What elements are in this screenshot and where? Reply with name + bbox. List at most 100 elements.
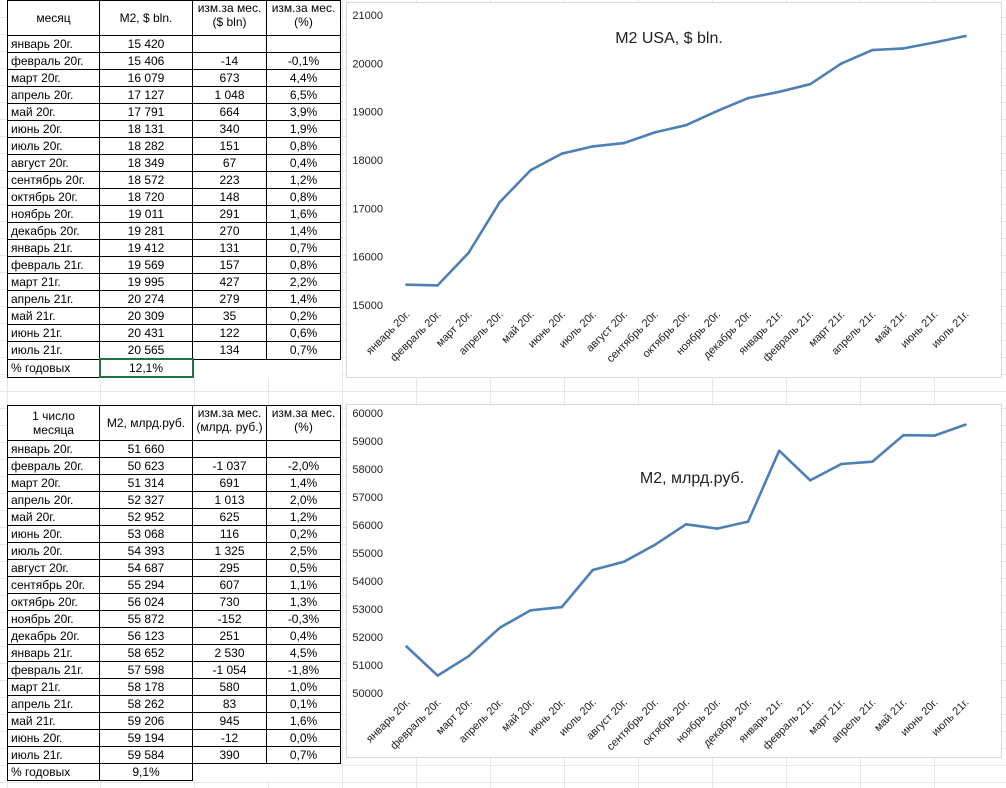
- value-cell[interactable]: 15 406: [99, 52, 193, 70]
- value-cell[interactable]: 56 024: [99, 593, 193, 611]
- month-cell[interactable]: апрель 20г.: [7, 86, 100, 104]
- value-cell[interactable]: 59 206: [99, 712, 193, 730]
- data-point[interactable]: [498, 200, 501, 204]
- data-point[interactable]: [591, 568, 595, 572]
- pct-cell[interactable]: 0,0%: [266, 729, 341, 747]
- change-cell[interactable]: 625: [192, 508, 267, 526]
- value-cell[interactable]: 52 952: [99, 508, 193, 526]
- pct-cell[interactable]: -0,3%: [266, 610, 341, 628]
- pct-cell[interactable]: 0,2%: [266, 307, 341, 325]
- month-cell[interactable]: сентябрь 20г.: [7, 171, 100, 189]
- header-change-pct[interactable]: изм.за мес. (%): [266, 405, 341, 441]
- value-cell[interactable]: 59 194: [99, 729, 193, 747]
- month-cell[interactable]: октябрь 20г.: [7, 188, 100, 206]
- header-m2-rub[interactable]: M2, млрд.руб.: [99, 405, 193, 441]
- change-cell[interactable]: 291: [192, 205, 267, 223]
- month-cell[interactable]: май 21г.: [7, 307, 100, 325]
- data-point[interactable]: [933, 434, 936, 437]
- pct-cell[interactable]: 1,6%: [266, 712, 341, 730]
- change-cell[interactable]: 134: [192, 341, 267, 360]
- pct-cell[interactable]: [266, 440, 341, 458]
- pct-cell[interactable]: 1,4%: [266, 222, 341, 240]
- value-cell[interactable]: 18 282: [99, 137, 193, 155]
- change-cell[interactable]: 279: [192, 290, 267, 308]
- month-cell[interactable]: апрель 21г.: [7, 695, 100, 713]
- data-point[interactable]: [964, 34, 967, 38]
- value-cell[interactable]: 20 431: [99, 324, 193, 342]
- pct-cell[interactable]: -1,8%: [266, 661, 341, 679]
- month-cell[interactable]: май 20г.: [7, 508, 100, 526]
- data-point[interactable]: [839, 62, 843, 65]
- month-cell[interactable]: июнь 20г.: [7, 729, 100, 747]
- value-cell[interactable]: 19 281: [99, 222, 193, 240]
- pct-cell[interactable]: 0,5%: [266, 559, 341, 577]
- change-cell[interactable]: 664: [192, 103, 267, 121]
- month-cell[interactable]: февраль 21г.: [7, 256, 100, 274]
- data-point[interactable]: [746, 96, 750, 100]
- value-cell[interactable]: 52 327: [99, 491, 193, 509]
- month-cell[interactable]: ноябрь 20г.: [7, 610, 100, 628]
- pct-cell[interactable]: 0,6%: [266, 324, 341, 342]
- month-cell[interactable]: сентябрь 20г.: [7, 576, 100, 594]
- data-point[interactable]: [653, 543, 657, 547]
- change-cell[interactable]: -12: [192, 729, 267, 747]
- series-line[interactable]: [405, 423, 966, 677]
- value-cell[interactable]: 19 569: [99, 256, 193, 274]
- data-point[interactable]: [902, 47, 905, 50]
- month-cell[interactable]: февраль 20г.: [7, 52, 100, 70]
- value-cell[interactable]: 20 274: [99, 290, 193, 308]
- month-cell[interactable]: январь 20г.: [7, 440, 100, 458]
- change-cell[interactable]: 122: [192, 324, 267, 342]
- pct-cell[interactable]: -2,0%: [266, 457, 341, 475]
- month-cell[interactable]: март 20г.: [7, 474, 100, 492]
- month-cell[interactable]: октябрь 20г.: [7, 593, 100, 611]
- data-point[interactable]: [777, 90, 781, 94]
- data-point[interactable]: [871, 460, 874, 463]
- change-cell[interactable]: 223: [192, 171, 267, 189]
- value-cell[interactable]: 19 412: [99, 239, 193, 257]
- value-cell[interactable]: 18 349: [99, 154, 193, 172]
- data-point[interactable]: [839, 462, 843, 466]
- month-cell[interactable]: февраль 21г.: [7, 661, 100, 679]
- data-point[interactable]: [529, 609, 533, 612]
- value-cell[interactable]: 54 393: [99, 542, 193, 560]
- month-cell[interactable]: ноябрь 20г.: [7, 205, 100, 223]
- month-cell[interactable]: июль 20г.: [7, 137, 100, 155]
- pct-cell[interactable]: -0,1%: [266, 52, 341, 70]
- month-cell[interactable]: март 21г.: [7, 273, 100, 291]
- value-cell[interactable]: 58 178: [99, 678, 193, 696]
- month-cell[interactable]: май 20г.: [7, 103, 100, 121]
- data-point[interactable]: [436, 674, 439, 677]
- value-cell[interactable]: 20 309: [99, 307, 193, 325]
- annual-label[interactable]: % годовых: [7, 763, 100, 781]
- month-cell[interactable]: июнь 20г.: [7, 525, 100, 543]
- value-cell[interactable]: 18 572: [99, 171, 193, 189]
- data-point[interactable]: [405, 645, 408, 648]
- month-cell[interactable]: апрель 21г.: [7, 290, 100, 308]
- pct-cell[interactable]: 1,4%: [266, 474, 341, 492]
- pct-cell[interactable]: 4,5%: [266, 644, 341, 662]
- change-cell[interactable]: 1 048: [192, 86, 267, 104]
- month-cell[interactable]: декабрь 20г.: [7, 627, 100, 645]
- month-cell[interactable]: август 20г.: [7, 154, 100, 172]
- pct-cell[interactable]: 0,8%: [266, 256, 341, 274]
- annual-value[interactable]: 9,1%: [99, 763, 193, 781]
- value-cell[interactable]: 55 294: [99, 576, 193, 594]
- change-cell[interactable]: 67: [192, 154, 267, 172]
- pct-cell[interactable]: 6,5%: [266, 86, 341, 104]
- header-change-abs[interactable]: изм.за мес. ($ bln): [192, 0, 267, 36]
- change-cell[interactable]: 295: [192, 559, 267, 577]
- change-cell[interactable]: 157: [192, 256, 267, 274]
- header-month[interactable]: месяц: [7, 0, 100, 36]
- month-cell[interactable]: август 20г.: [7, 559, 100, 577]
- m2-rub-chart[interactable]: 50000 51000 52000 53000 54000 55000 56000 57000…: [346, 404, 1002, 758]
- data-point[interactable]: [871, 48, 874, 52]
- value-cell[interactable]: 51 660: [99, 440, 193, 458]
- pct-cell[interactable]: 0,4%: [266, 627, 341, 645]
- pct-cell[interactable]: 1,6%: [266, 205, 341, 223]
- data-point[interactable]: [933, 41, 936, 44]
- pct-cell[interactable]: 0,7%: [266, 341, 341, 360]
- change-cell[interactable]: 251: [192, 627, 267, 645]
- data-point[interactable]: [746, 520, 750, 523]
- change-cell[interactable]: -14: [192, 52, 267, 70]
